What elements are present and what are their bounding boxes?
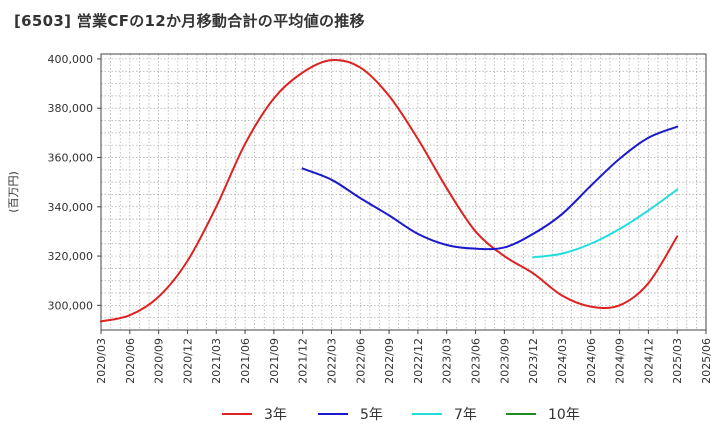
x-tick-label: 2020/03 (95, 338, 108, 384)
chart-title: [6503] 営業CFの12か月移動合計の平均値の推移 (14, 12, 365, 30)
x-tick-label: 2023/09 (498, 338, 511, 384)
grid (100, 54, 707, 330)
y-tick-label: 340,000 (48, 201, 94, 214)
x-tick-label: 2023/03 (441, 338, 454, 384)
x-tick-label: 2023/06 (470, 338, 483, 384)
y-tick-label: 360,000 (48, 152, 94, 165)
x-tick-label: 2020/12 (181, 338, 194, 384)
x-tick-label: 2022/09 (383, 338, 396, 384)
x-tick-label: 2020/09 (153, 338, 166, 384)
x-tick-label: 2025/03 (671, 338, 684, 384)
y-axis-label: (百万円) (7, 171, 20, 213)
series (100, 58, 679, 323)
y-tick-label: 320,000 (48, 250, 94, 263)
y-tick-label: 300,000 (48, 299, 94, 312)
x-tick-label: 2021/06 (239, 338, 252, 384)
series-line-1 (301, 125, 679, 251)
axes: 300,000 320,000 340,000 360,000 380,000 400,0… (7, 53, 713, 384)
y-tick-label: 400,000 (48, 53, 94, 66)
series-line-0 (100, 58, 679, 323)
plot-frame (100, 53, 707, 331)
x-tick-label: 2021/03 (210, 338, 223, 384)
legend: 3年 5年 7年 10年 (222, 407, 580, 423)
legend-label-1: 5年 (360, 407, 383, 423)
y-tick-label: 380,000 (48, 102, 94, 115)
x-tick-label: 2024/06 (585, 338, 598, 384)
x-tick-label: 2022/03 (325, 338, 338, 384)
series-line-2 (532, 188, 679, 259)
x-tick-label: 2021/12 (297, 338, 310, 384)
x-tick-label: 2022/06 (354, 338, 367, 384)
x-tick-label: 2021/09 (268, 338, 281, 384)
x-tick-label: 2024/03 (556, 338, 569, 384)
x-tick-label: 2020/06 (124, 338, 137, 384)
legend-label-3: 10年 (548, 407, 580, 423)
legend-label-2: 7年 (454, 407, 477, 423)
legend-label-0: 3年 (264, 407, 287, 423)
x-tick-label: 2022/12 (412, 338, 425, 384)
x-tick-label: 2024/12 (642, 338, 655, 384)
x-tick-label: 2025/06 (700, 338, 713, 384)
x-tick-label: 2023/12 (527, 338, 540, 384)
x-tick-label: 2024/09 (614, 338, 627, 384)
